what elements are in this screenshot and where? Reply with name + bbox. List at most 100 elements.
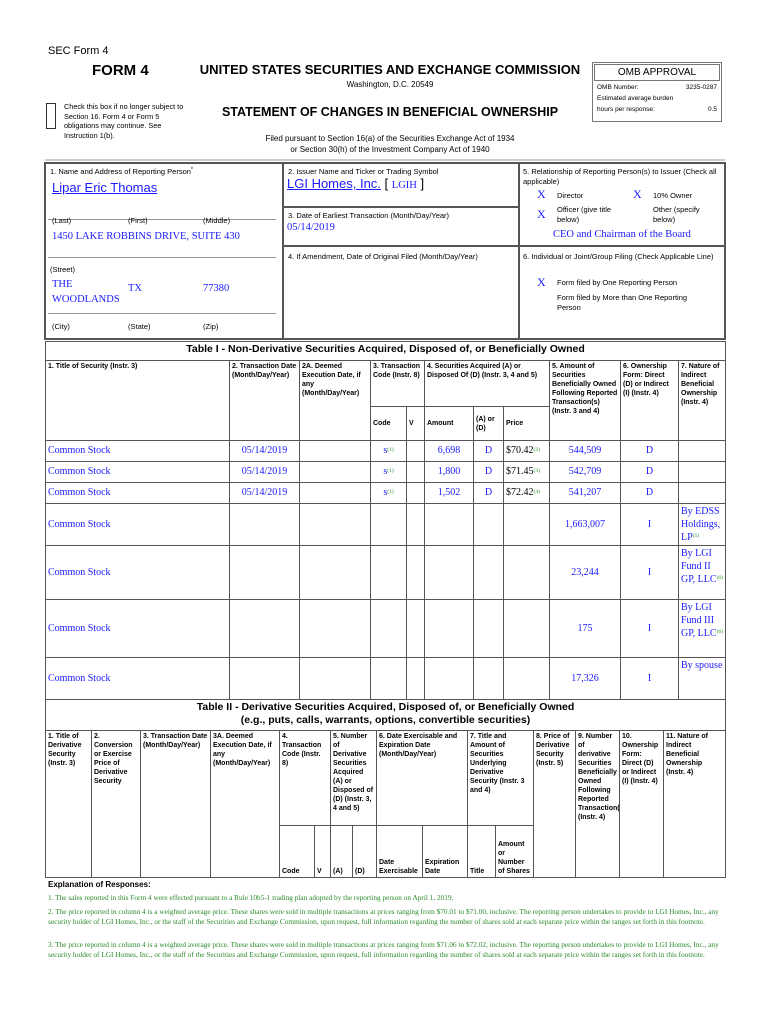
t2-h-exercisable: 6. Date Exercisable and Expiration Date … xyxy=(376,730,468,826)
checkbox-instructions: Check this box if no longer subject to S… xyxy=(64,102,184,140)
nature-of-ownership: By spouse xyxy=(677,657,727,700)
security-title: Common Stock xyxy=(45,545,230,600)
price xyxy=(503,657,550,700)
agency-title: UNITED STATES SECURITIES AND EXCHANGE CO… xyxy=(199,62,581,77)
transaction-code: S(1) xyxy=(370,440,407,462)
acquired-disposed xyxy=(473,599,504,658)
transaction-code xyxy=(370,657,407,700)
ten-percent-owner-check[interactable]: X xyxy=(633,187,642,201)
t1-h-code: 3. Transaction Code (Instr. 8) xyxy=(370,360,425,407)
price xyxy=(503,545,550,600)
amount xyxy=(424,503,474,546)
t2-h-owned: 9. Number of derivative Securities Benef… xyxy=(575,730,620,878)
v-flag xyxy=(406,440,425,462)
acquired-disposed xyxy=(473,503,504,546)
v-flag xyxy=(406,482,425,504)
deemed-date xyxy=(299,599,371,658)
officer-check[interactable]: X xyxy=(537,207,546,221)
v-flag xyxy=(406,503,425,546)
t1-h-code-sub: Code xyxy=(370,406,407,441)
t1-h-deemed: 2A. Deemed Execution Date, if any (Month… xyxy=(299,360,371,441)
amount xyxy=(424,657,474,700)
transaction-date xyxy=(229,657,300,700)
security-title: Common Stock xyxy=(45,657,230,700)
t2-h-code-sub: Code xyxy=(279,825,315,878)
reporting-section xyxy=(44,162,726,340)
t2-h-expiration: Expiration Date xyxy=(422,825,468,878)
table-derivative: Table II - Derivative Securities Acquire… xyxy=(44,699,727,878)
omb-hours: 0.5 xyxy=(707,106,717,113)
header-divider xyxy=(45,159,725,161)
ownership-form: D xyxy=(620,461,679,483)
amendment-label: 4. If Amendment, Date of Original Filed … xyxy=(288,252,478,261)
ownership-form: I xyxy=(620,657,679,700)
nature-of-ownership: By LGI Fund II GP, LLC(6) xyxy=(677,545,727,600)
amount xyxy=(424,599,474,658)
t2-h-date-exercisable: Date Exercisable xyxy=(376,825,423,878)
middle-label: (Middle) xyxy=(203,216,231,225)
t2-h-a: (A) xyxy=(330,825,353,878)
footnote-1: 1. The sales reported in this Form 4 wer… xyxy=(48,893,454,902)
earliest-date-label: 3. Date of Earliest Transaction (Month/D… xyxy=(288,211,450,220)
t2-h-amount: Amount or Number of Shares xyxy=(495,825,534,878)
t2-h-nature: 11. Nature of Indirect Beneficial Owners… xyxy=(662,730,727,878)
officer-title: CEO and Chairman of the Board xyxy=(553,229,691,240)
security-title: Common Stock xyxy=(45,482,230,504)
issuer-ticker: LGIH xyxy=(391,180,417,191)
ownership-form: D xyxy=(620,482,679,504)
price: $72.42(4) xyxy=(503,482,550,504)
filed-line-2: or Section 30(h) of the Investment Compa… xyxy=(290,145,490,154)
amount: 1,800 xyxy=(424,461,474,483)
omb-number-label: OMB Number: xyxy=(597,84,639,91)
t1-h-title: 1. Title of Security (Instr. 3) xyxy=(45,360,230,441)
footnote-3: 3. The price reported in column 4 is a w… xyxy=(48,940,719,959)
omb-title: OMB APPROVAL xyxy=(594,64,720,81)
price xyxy=(503,503,550,546)
t1-h-acquired: 4. Securities Acquired (A) or Disposed O… xyxy=(424,360,550,407)
transaction-code: S(1) xyxy=(370,482,407,504)
acquired-disposed: D xyxy=(473,482,504,504)
other-label: Other (specify below) xyxy=(653,205,700,224)
transaction-code: S(1) xyxy=(370,461,407,483)
issuer-label: 2. Issuer Name and Ticker or Trading Sym… xyxy=(288,167,439,176)
nature-of-ownership: By LGI Fund III GP, LLC(6) xyxy=(677,599,727,658)
footnote-2: 2. The price reported in column 4 is a w… xyxy=(48,907,719,926)
deemed-date xyxy=(299,657,371,700)
v-flag xyxy=(406,599,425,658)
price: $70.42(2) xyxy=(503,440,550,462)
transaction-code xyxy=(370,599,407,658)
first-label: (First) xyxy=(128,216,148,225)
filing-type-label: 6. Individual or Joint/Group Filing (Che… xyxy=(523,252,714,261)
street-label: (Street) xyxy=(50,265,76,274)
table-row: Common Stock 23,244 I By LGI Fund II GP, LL… xyxy=(45,545,727,600)
table-row: Common Stock 05/14/2019 S(1) 1,800 D $71.45(3… xyxy=(45,461,727,483)
ownership-form: I xyxy=(620,545,679,600)
transaction-code xyxy=(370,545,407,600)
form-title: FORM 4 xyxy=(92,62,149,79)
v-flag xyxy=(406,545,425,600)
table-row: Common Stock 05/14/2019 S(1) 1,502 D $72.42(4… xyxy=(45,482,727,504)
security-title: Common Stock xyxy=(45,440,230,462)
reporting-person-name-link[interactable]: Lipar Eric Thomas xyxy=(52,180,158,195)
director-check[interactable]: X xyxy=(537,187,546,201)
director-label: Director xyxy=(557,191,584,200)
table-row: Common Stock 17,326 I By spouse xyxy=(45,657,727,700)
transaction-date: 05/14/2019 xyxy=(229,482,300,504)
transaction-date: 05/14/2019 xyxy=(229,440,300,462)
agency-location: Washington, D.C. 20549 xyxy=(346,80,434,89)
t2-h-underlying: 7. Title and Amount of Securities Underl… xyxy=(467,730,534,826)
t2-h-price: 8. Price of Derivative Security (Instr. … xyxy=(533,730,576,878)
t1-h-v: V xyxy=(406,406,425,441)
t2-h-d: (D) xyxy=(352,825,377,878)
ownership-form: I xyxy=(620,503,679,546)
table-row: Common Stock 05/14/2019 S(1) 6,698 D $70.42(2… xyxy=(45,440,727,462)
nature-of-ownership xyxy=(677,440,727,462)
one-reporting-person-label: Form filed by One Reporting Person xyxy=(557,278,678,287)
acquired-disposed: D xyxy=(473,461,504,483)
one-reporting-person-check[interactable]: X xyxy=(537,275,546,289)
no-longer-subject-checkbox[interactable] xyxy=(46,103,56,129)
issuer-name-link[interactable]: LGI Homes, Inc. xyxy=(287,176,381,191)
issuer-name-row: LGI Homes, Inc. [ LGIH ] xyxy=(287,176,425,191)
state-label: (State) xyxy=(128,322,151,331)
deemed-date xyxy=(299,545,371,600)
